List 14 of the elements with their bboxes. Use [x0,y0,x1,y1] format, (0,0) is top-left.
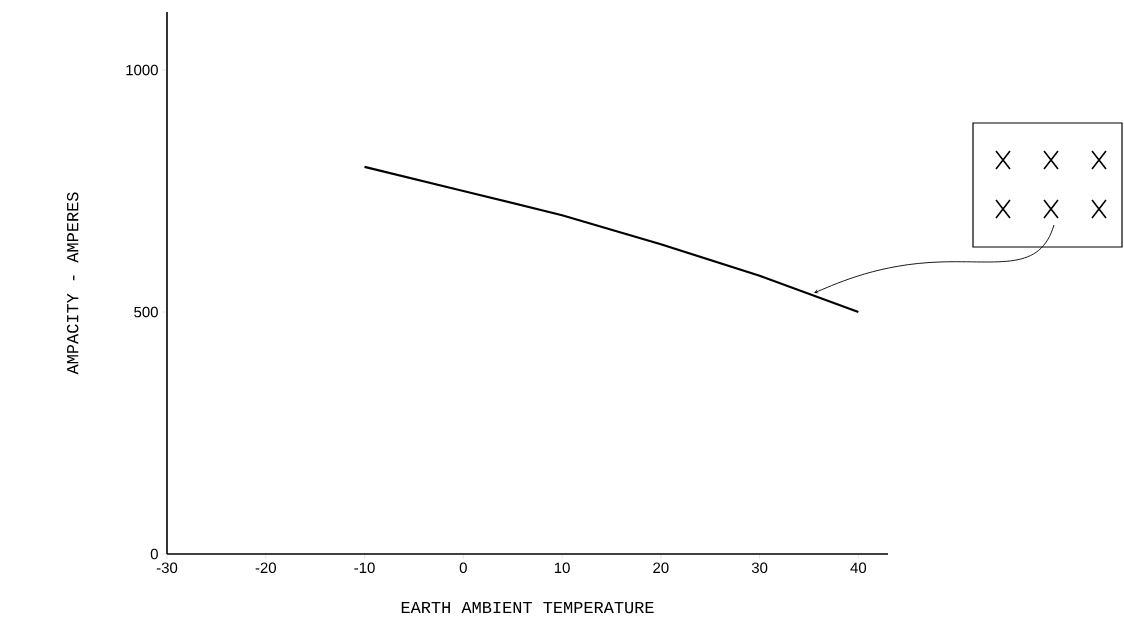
x-tick-label: -10 [354,562,375,574]
x-axis-title: EARTH AMBIENT TEMPERATURE [401,601,654,614]
x-tick-label: 30 [751,562,768,574]
x-tick-label: -20 [255,562,276,574]
y-axis-title: AMPACITY - AMPERES [66,192,79,375]
x-tick-label: 0 [459,562,467,574]
x-tick-label: 40 [850,562,867,574]
y-tick-label: 500 [134,306,158,318]
x-tick-label: 10 [554,562,570,574]
line-series [363,165,860,314]
y-tick-label: 0 [150,548,158,560]
y-tick-label: 1000 [126,64,158,76]
x-tick-label: 20 [653,562,669,574]
x-tick-label: -30 [156,562,178,574]
